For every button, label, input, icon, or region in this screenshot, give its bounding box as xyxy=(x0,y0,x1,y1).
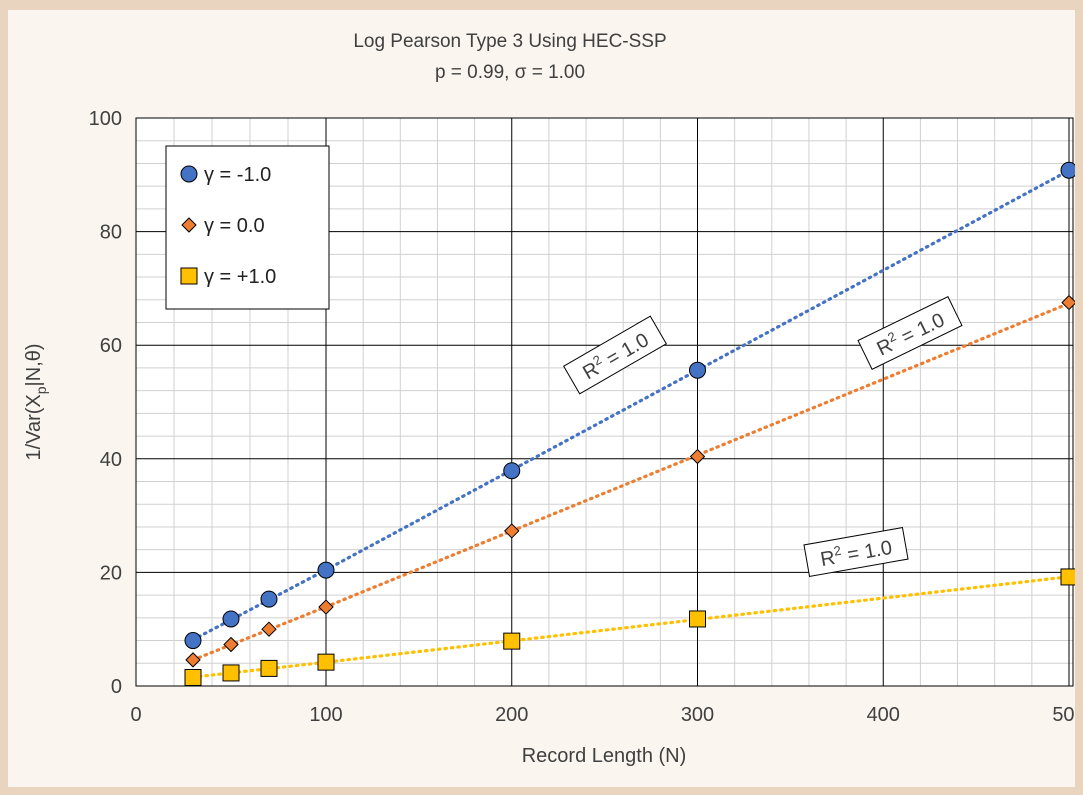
x-tick-label: 0 xyxy=(130,704,141,726)
data-point xyxy=(260,590,278,608)
r2-annotation-box xyxy=(563,315,667,395)
legend-label: γ = -1.0 xyxy=(204,164,271,186)
trendline xyxy=(191,168,1071,642)
r2-annotations: R2 = 1.0 R2 = 1.0 R2 = 1.0 xyxy=(563,296,963,578)
data-point xyxy=(185,652,201,668)
data-point xyxy=(318,599,334,615)
data-point xyxy=(222,610,240,628)
r2-annotation-box xyxy=(803,526,909,578)
data-point xyxy=(1060,161,1075,179)
x-tick-label: 500 xyxy=(1052,704,1075,726)
y-tick-label: 80 xyxy=(100,222,122,244)
data-point xyxy=(260,659,278,677)
data-point xyxy=(223,636,239,653)
data-point xyxy=(689,448,706,465)
legend: γ = -1.0 γ = 0.0 γ = +1.0 xyxy=(165,145,330,310)
y-axis-label-tail: |N,θ) xyxy=(23,343,45,386)
data-point xyxy=(222,664,240,682)
chart-frame: Log Pearson Type 3 Using HEC-SSP p = 0.9… xyxy=(8,10,1075,787)
y-axis-label-sub: p xyxy=(33,386,49,394)
x-tick-label: 300 xyxy=(681,704,714,726)
data-point xyxy=(689,610,706,628)
r2-letter: R xyxy=(819,547,837,571)
legend-swatch xyxy=(180,165,198,183)
r2-annotation: R2 = 1.0 xyxy=(857,296,963,370)
data-point xyxy=(689,361,706,379)
data-point xyxy=(317,653,335,671)
y-tick-label: 40 xyxy=(100,449,122,471)
y-axis-ticks: 0 20 40 60 80 100 xyxy=(89,108,122,698)
chart-title: Log Pearson Type 3 Using HEC-SSP xyxy=(353,31,666,52)
trendline xyxy=(191,575,1071,679)
y-tick-label: 100 xyxy=(89,108,122,130)
r2-superscript: 2 xyxy=(833,543,843,559)
x-axis-ticks: 0 100 200 300 400 500 xyxy=(130,704,1075,726)
r2-annotation-box xyxy=(857,296,963,370)
legend-label: γ = 0.0 xyxy=(204,215,265,237)
x-tick-label: 400 xyxy=(867,704,900,726)
x-axis-label: Record Length (N) xyxy=(522,745,687,767)
legend-swatch xyxy=(180,267,198,285)
x-tick-label: 200 xyxy=(495,704,528,726)
data-point xyxy=(1061,294,1075,311)
r2-annotation: R2 = 1.0 xyxy=(563,315,667,395)
data-point xyxy=(317,561,335,579)
y-tick-label: 0 xyxy=(111,676,122,698)
data-point xyxy=(503,632,521,650)
data-point xyxy=(1060,568,1075,586)
data-point xyxy=(503,462,521,480)
r2-annotation-text: R2 = 1.0 xyxy=(818,534,894,571)
legend-label: γ = +1.0 xyxy=(204,266,276,288)
trendlines xyxy=(191,168,1071,679)
y-tick-label: 60 xyxy=(100,335,122,357)
r2-annotation-text: R2 = 1.0 xyxy=(872,306,948,360)
chart-svg: Log Pearson Type 3 Using HEC-SSP p = 0.9… xyxy=(8,10,1075,787)
x-tick-label: 100 xyxy=(309,704,342,726)
plot-border xyxy=(135,117,1074,687)
data-point xyxy=(504,523,520,539)
data-point xyxy=(184,632,202,650)
r2-annotation: R2 = 1.0 xyxy=(803,526,909,578)
trendline xyxy=(191,301,1071,662)
y-axis-label-main: 1/Var(X xyxy=(23,394,45,460)
y-axis-label: 1/Var(Xp|N,θ) xyxy=(23,343,49,460)
chart-subtitle: p = 0.99, σ = 1.00 xyxy=(435,62,585,83)
y-tick-label: 20 xyxy=(100,562,122,584)
data-point xyxy=(184,668,202,686)
data-markers xyxy=(184,161,1075,686)
legend-swatch xyxy=(181,217,197,233)
data-point xyxy=(261,621,277,637)
